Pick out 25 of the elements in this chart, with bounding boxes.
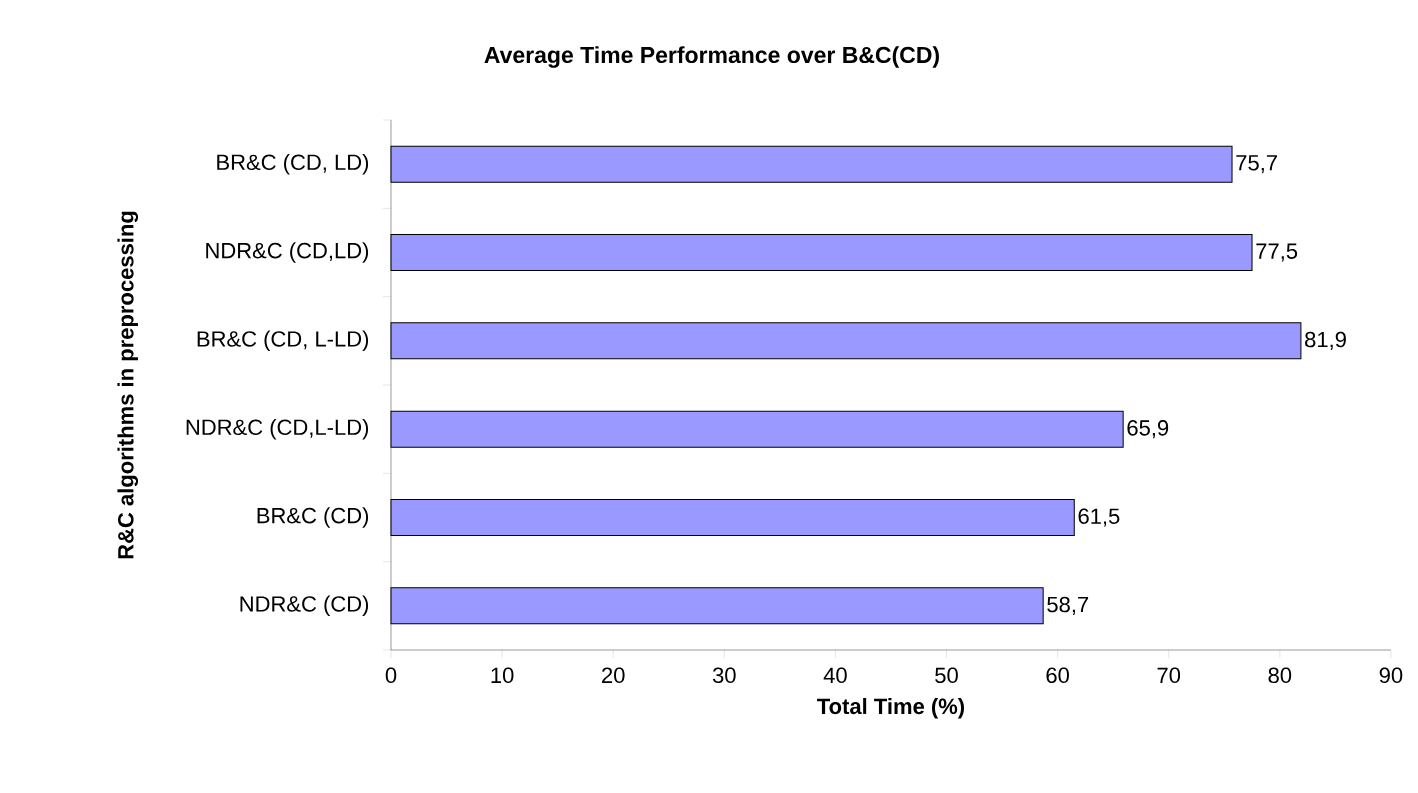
x-tick-label: 0: [385, 667, 397, 684]
x-axis-title: Total Time (%): [817, 697, 964, 719]
x-tick-label: 60: [1046, 667, 1069, 684]
y-tick-label: NDR&C (CD,L-LD): [186, 418, 369, 440]
y-tick-label: BR&C (CD, LD): [217, 153, 369, 175]
data-label: 77,5: [1256, 243, 1298, 262]
x-tick-label: 10: [491, 667, 514, 684]
y-tick-label: BR&C (CD, L-LD): [197, 330, 369, 352]
data-label: 61,5: [1078, 508, 1120, 527]
y-tick-label: NDR&C (CD): [240, 595, 369, 617]
y-tick-label: BR&C (CD): [257, 507, 369, 528]
x-tick-label: 20: [602, 667, 625, 684]
data-label: 75,7: [1236, 155, 1277, 174]
x-tick-label: 80: [1268, 667, 1292, 684]
data-label: 58,7: [1047, 596, 1089, 615]
x-tick-label: 30: [712, 667, 736, 684]
x-tick-label: 90: [1379, 667, 1403, 684]
x-tick-label: 40: [823, 667, 847, 684]
data-label: 65,9: [1127, 420, 1169, 439]
y-tick-label: NDR&C (CD,LD): [206, 242, 369, 263]
chart-title: Average Time Performance over B&C(CD): [484, 46, 939, 68]
x-tick-label: 50: [935, 667, 958, 684]
y-axis-title: R&C algorithms in preprocessing: [117, 211, 139, 559]
data-label: 81,9: [1305, 331, 1346, 350]
x-tick-label: 70: [1157, 667, 1181, 684]
